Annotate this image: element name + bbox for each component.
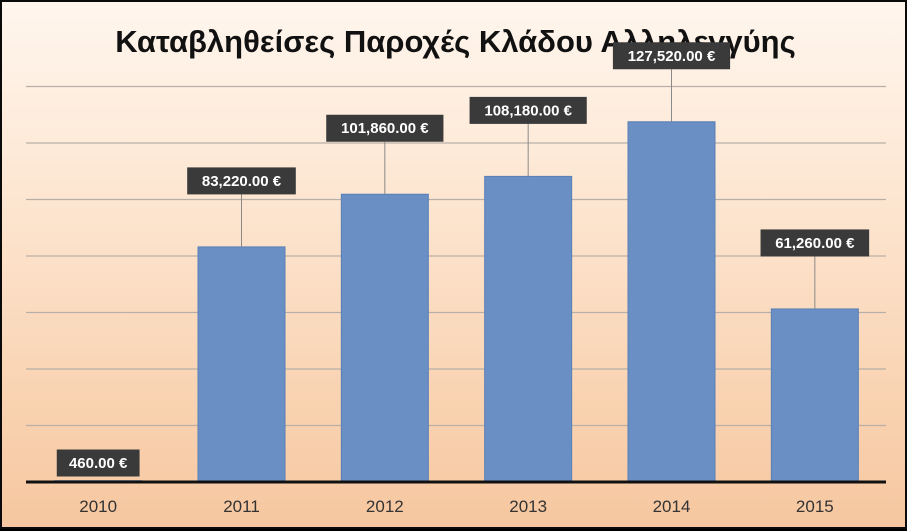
data-label-2014: 127,520.00 € xyxy=(628,48,716,65)
data-label-box-2015 xyxy=(760,229,870,257)
data-label-box-2013 xyxy=(469,96,587,124)
data-label-2013: 108,180.00 € xyxy=(484,102,572,119)
x-tick-label-2014: 2014 xyxy=(653,497,691,516)
data-label-2011: 83,220.00 € xyxy=(202,173,282,190)
x-tick-label-2011: 2011 xyxy=(223,497,260,516)
x-tick-label-2015: 2015 xyxy=(796,497,834,516)
data-label-box-2014 xyxy=(612,42,731,70)
bar-2014 xyxy=(627,121,716,483)
bar-2013 xyxy=(484,175,573,483)
data-label-box-2011 xyxy=(187,167,296,195)
data-label-2010: 460.00 € xyxy=(69,455,128,472)
bar-2015 xyxy=(770,308,859,483)
bar-2012 xyxy=(340,193,429,483)
bar-2011 xyxy=(197,246,286,483)
x-tick-label-2012: 2012 xyxy=(366,497,404,516)
data-label-box-2012 xyxy=(326,114,444,142)
data-label-2012: 101,860.00 € xyxy=(341,120,429,137)
data-label-2015: 61,260.00 € xyxy=(775,235,855,252)
x-tick-label-2010: 2010 xyxy=(79,497,117,516)
x-tick-label-2013: 2013 xyxy=(509,497,547,516)
data-label-box-2010 xyxy=(56,449,140,477)
